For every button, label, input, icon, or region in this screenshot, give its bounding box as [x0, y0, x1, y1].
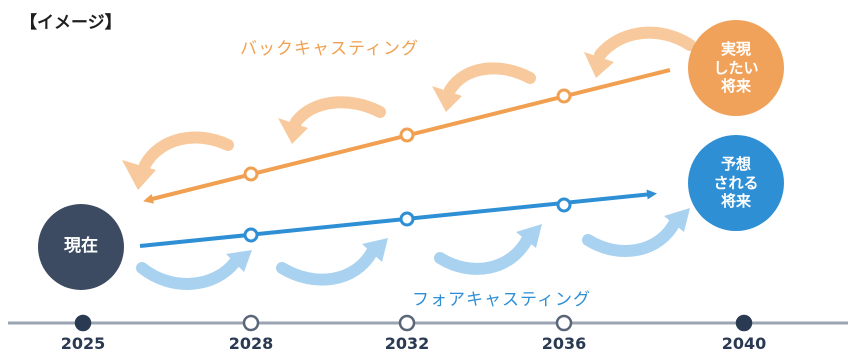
- year-label-2028: 2028: [228, 334, 274, 353]
- backcasting-points: [243, 88, 572, 182]
- fore-point-2028: [243, 227, 259, 243]
- current-node-text: 現在: [64, 236, 98, 257]
- back-arrowhead-3: [278, 118, 308, 144]
- forecasting-curved-arrows: [136, 208, 690, 290]
- fore-arrow-2: [276, 246, 378, 286]
- current-node: 現在: [38, 204, 124, 290]
- predicted-future-node: 予想 される 将来: [688, 135, 784, 231]
- fore-point-2036: [556, 197, 572, 213]
- backcasting-label: バックキャスティング: [240, 39, 419, 59]
- forecasting-points: [243, 197, 572, 243]
- timeline-marker-2040: [735, 314, 753, 332]
- predicted-future-line-2: される: [713, 173, 759, 192]
- desired-future-line-1: 実現: [720, 39, 751, 58]
- back-arrow-2: [444, 62, 536, 96]
- predicted-future-line-1: 予想: [720, 154, 751, 173]
- image-title: 【イメージ】: [20, 13, 122, 33]
- fore-arrow-1: [136, 256, 241, 290]
- timeline-markers: [74, 314, 753, 332]
- back-arrowhead-1: [584, 52, 614, 78]
- back-point-2036: [556, 88, 572, 104]
- back-point-2028: [243, 166, 259, 182]
- back-arrow-1: [594, 26, 696, 61]
- desired-future-line-3: 将来: [720, 77, 751, 96]
- fore-arrow-4: [582, 216, 681, 257]
- fore-point-2032: [399, 211, 415, 227]
- predicted-future-line-3: 将来: [720, 192, 751, 211]
- forecasting-label: フォアキャスティング: [412, 290, 591, 310]
- desired-future-line-2: したい: [713, 58, 759, 77]
- year-label-2040: 2040: [721, 334, 767, 353]
- year-label-2036: 2036: [541, 334, 587, 353]
- timeline-marker-2032: [398, 314, 416, 332]
- back-arrowhead-4: [122, 160, 156, 190]
- back-arrow-4: [139, 131, 234, 171]
- back-point-2032: [399, 127, 415, 143]
- forecasting-line: [139, 189, 657, 248]
- year-label-2025: 2025: [60, 334, 106, 353]
- backcasting-curved-arrows: [122, 26, 696, 190]
- back-arrow-3: [290, 96, 386, 128]
- fore-arrowhead-2: [362, 238, 388, 262]
- fore-arrowhead-3: [516, 224, 542, 248]
- timeline-marker-2025: [74, 314, 92, 332]
- fore-arrowhead-4: [664, 208, 690, 232]
- fore-arrow-3: [434, 232, 534, 275]
- back-arrowhead-2: [432, 86, 462, 112]
- desired-future-node: 実現 したい 将来: [688, 20, 784, 116]
- timeline-marker-2028: [242, 314, 260, 332]
- fore-arrowhead-1: [226, 250, 252, 272]
- timeline-marker-2036: [555, 314, 573, 332]
- year-label-2032: 2032: [384, 334, 430, 353]
